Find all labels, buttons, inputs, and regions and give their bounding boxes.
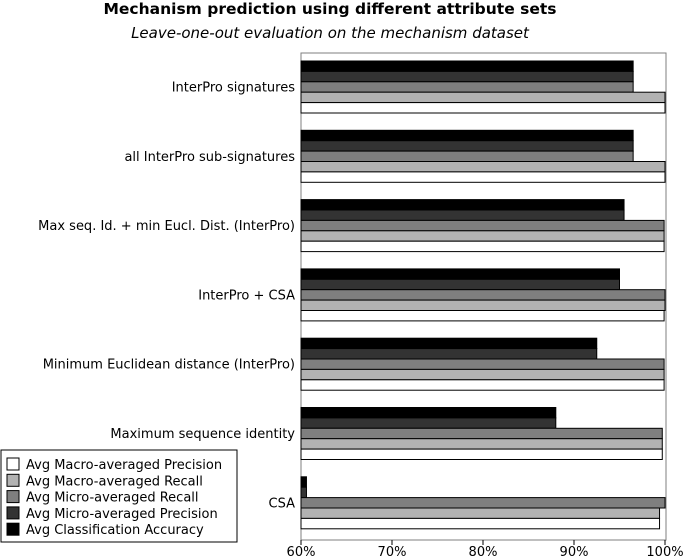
legend-label: Avg Micro-averaged Precision [26,507,218,522]
legend-swatch [6,490,20,504]
bar-2-2 [300,219,665,232]
legend-label: Avg Micro-averaged Recall [26,491,199,506]
x-tick-label: 90% [560,545,589,557]
legend-swatch [6,473,20,487]
category-label: CSA [269,496,296,511]
bar-0-1 [300,171,666,183]
category-label: Max seq. Id. + min Eucl. Dist. (InterPro… [38,219,295,234]
legend-swatch [6,522,20,536]
legend-label: Avg Macro-averaged Recall [26,474,203,489]
category-label: Maximum sequence identity [110,427,295,442]
bar-1-3 [300,299,666,312]
bar-2-1 [300,150,634,163]
x-tick-label: 100% [646,545,683,557]
bar-0-2 [300,240,665,253]
chart-subtitle: Leave-one-out evaluation on the mechanis… [131,24,530,42]
category-label: all InterPro sub-signatures [124,150,295,165]
bar-1-6 [300,507,661,519]
bar-3-1 [300,140,634,152]
bar-3-3 [300,278,620,291]
bar-0-6 [300,517,661,530]
bar-0-3 [300,310,665,322]
bar-2-4 [300,358,665,370]
bar-2-5 [300,427,663,440]
bar-4-1 [300,129,634,142]
bar-1-4 [300,368,665,381]
bar-0-0 [300,102,666,114]
bar-1-0 [300,91,666,104]
bar-1-1 [300,161,666,173]
bar-4-2 [300,199,625,211]
x-axis: 60% 70% 80% 90% 100% [287,540,684,557]
bar-3-4 [300,348,598,360]
bar-1-5 [300,438,663,450]
bar-3-6 [300,486,307,499]
bar-4-0 [300,60,634,72]
bar-1-2 [300,230,665,242]
bar-4-3 [300,268,620,280]
bar-4-4 [300,337,598,350]
x-tick-label: 60% [287,545,316,557]
bar-2-6 [300,497,666,509]
category-label: Minimum Euclidean distance (InterPro) [43,358,295,373]
category-label: InterPro + CSA [198,288,295,303]
category-label: InterPro signatures [172,81,296,96]
legend-box [0,449,238,543]
bar-4-6 [300,476,307,488]
legend-label: Avg Macro-averaged Precision [26,458,222,473]
bar-0-4 [300,379,665,391]
bar-2-3 [300,289,666,301]
legend-label: Avg Classification Accuracy [26,523,204,538]
legend-swatch [6,506,20,520]
legend-swatch [6,457,20,471]
category-labels: InterPro signatures all InterPro sub-sign… [38,81,295,512]
bar-3-2 [300,209,625,221]
bar-3-0 [300,70,634,83]
bar-2-0 [300,81,634,93]
bar-0-5 [300,448,663,461]
x-tick-label: 80% [469,545,498,557]
bar-3-5 [300,417,557,429]
x-tick-label: 70% [378,545,407,557]
chart-title: Mechanism prediction using different att… [103,0,556,18]
bar-4-5 [300,407,557,419]
bars-layer [300,60,666,530]
